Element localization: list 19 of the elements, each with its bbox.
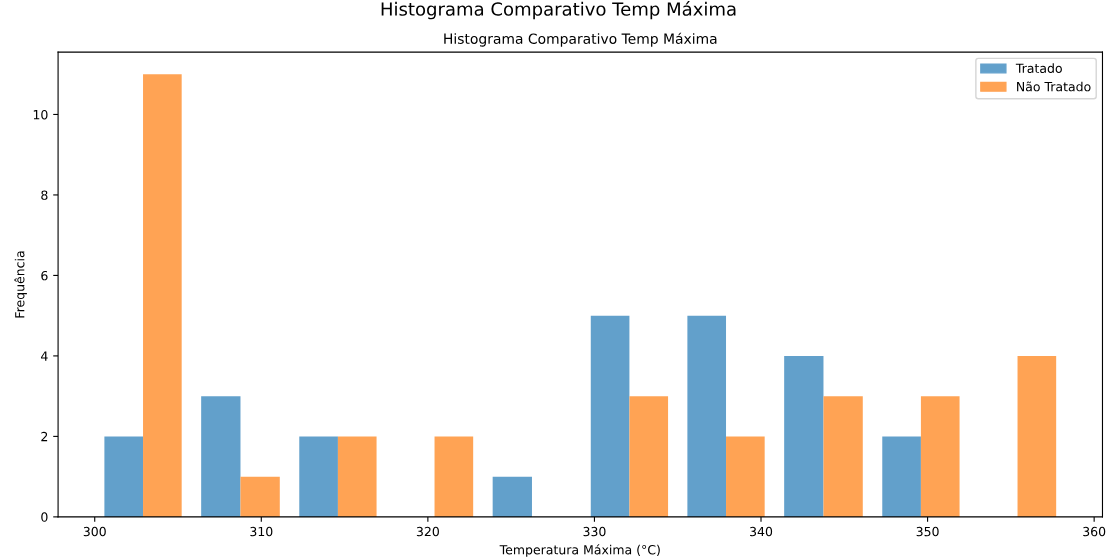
y-tick-label: 10	[33, 109, 48, 120]
x-tick-label: 360	[1083, 526, 1106, 537]
chart-title: Histograma Comparativo Temp Máxima	[381, 1, 736, 20]
legend-label: Não Tratado	[1017, 81, 1091, 92]
chart-subtitle: Histograma Comparativo Temp Máxima	[444, 32, 717, 47]
x-tick-label: 310	[250, 526, 273, 537]
y-axis-title: Frequência	[14, 251, 27, 318]
y-tick-label: 6	[41, 270, 48, 281]
x-tick-label: 320	[416, 526, 439, 537]
y-tick-label: 4	[41, 351, 48, 361]
x-tick-label: 340	[750, 526, 773, 537]
x-tick-label: 350	[916, 526, 939, 537]
y-tick-label: 8	[41, 190, 48, 200]
legend-label: Tratado	[1015, 63, 1062, 74]
x-tick-label: 330	[583, 526, 606, 537]
x-axis-title: Temperatura Máxima (°C)	[499, 544, 660, 557]
x-tick-label: 300	[83, 526, 106, 537]
y-tick-label: 2	[41, 431, 48, 442]
y-tick-label: 0	[41, 512, 48, 522]
